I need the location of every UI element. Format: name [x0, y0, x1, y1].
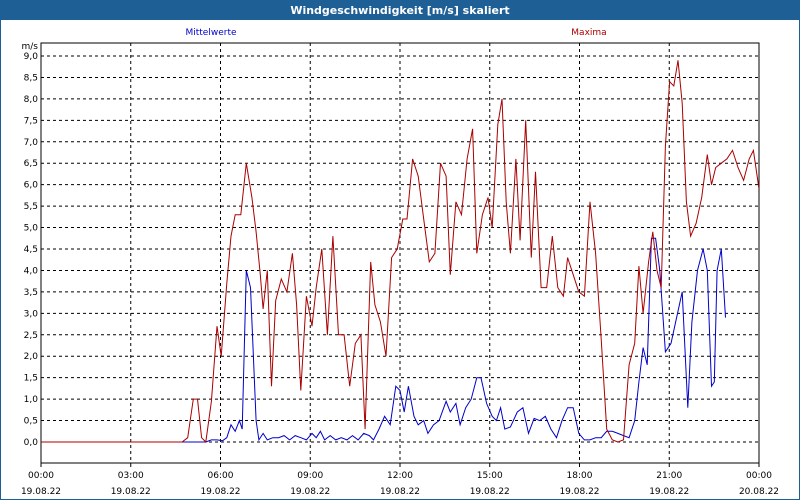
y-tick-label: 5,5 — [24, 202, 38, 212]
y-tick-label: 7,0 — [24, 138, 39, 148]
x-tick-date: 19.08.22 — [111, 487, 151, 497]
x-tick-time: 00:00 — [746, 471, 772, 481]
y-axis-label: m/s — [22, 42, 39, 52]
chart-title: Windgeschwindigkeit [m/s] skaliert — [1, 1, 799, 20]
y-tick-label: 9,0 — [24, 52, 39, 62]
legend-maxima: Maxima — [571, 28, 606, 38]
x-tick-date: 19.08.22 — [380, 487, 420, 497]
x-tick-date: 19.08.22 — [649, 487, 689, 497]
x-tick-date: 19.08.22 — [470, 487, 510, 497]
series-line-mittelwerte — [41, 237, 726, 443]
series — [41, 60, 759, 444]
x-tick-time: 09:00 — [297, 471, 323, 481]
y-tick-label: 1,5 — [24, 374, 38, 384]
y-tick-label: 3,0 — [24, 309, 39, 319]
y-tick-label: 4,0 — [24, 266, 39, 276]
y-tick-label: 0,0 — [24, 438, 39, 448]
y-tick-label: 4,5 — [24, 245, 38, 255]
x-tick-time: 12:00 — [387, 471, 413, 481]
x-tick-date: 19.08.22 — [21, 487, 61, 497]
labels: 0,0 0,5 1,0 1,5 2,0 2,5 3,0 3,5 4,0 4,5 5,0 5,5 6,0 6… — [21, 28, 779, 497]
y-tick-label: 8,5 — [24, 73, 38, 83]
x-tick-time: 21:00 — [656, 471, 682, 481]
y-tick-label: 0,5 — [24, 417, 38, 427]
x-tick-date: 20.08.22 — [739, 487, 779, 497]
y-tick-label: 8,0 — [24, 95, 39, 105]
x-tick-time: 03:00 — [118, 471, 144, 481]
x-tick-time: 00:00 — [28, 471, 54, 481]
y-tick-label: 5,0 — [24, 224, 39, 234]
y-tick-label: 6,5 — [24, 159, 38, 169]
legend-mittelwerte: Mittelwerte — [185, 28, 236, 38]
y-tick-label: 7,5 — [24, 116, 38, 126]
x-tick-date: 19.08.22 — [559, 487, 599, 497]
y-tick-label: 1,0 — [24, 395, 39, 405]
y-tick-label: 2,5 — [24, 331, 38, 341]
x-tick-time: 06:00 — [208, 471, 234, 481]
y-tick-label: 6,0 — [24, 181, 39, 191]
y-tick-label: 2,0 — [24, 352, 39, 362]
y-tick-label: 3,5 — [24, 288, 38, 298]
x-tick-date: 19.08.22 — [200, 487, 240, 497]
axes — [40, 42, 760, 467]
x-tick-date: 19.08.22 — [290, 487, 330, 497]
x-tick-time: 18:00 — [567, 471, 593, 481]
series-line-maxima — [41, 60, 759, 444]
x-tick-time: 15:00 — [477, 471, 503, 481]
